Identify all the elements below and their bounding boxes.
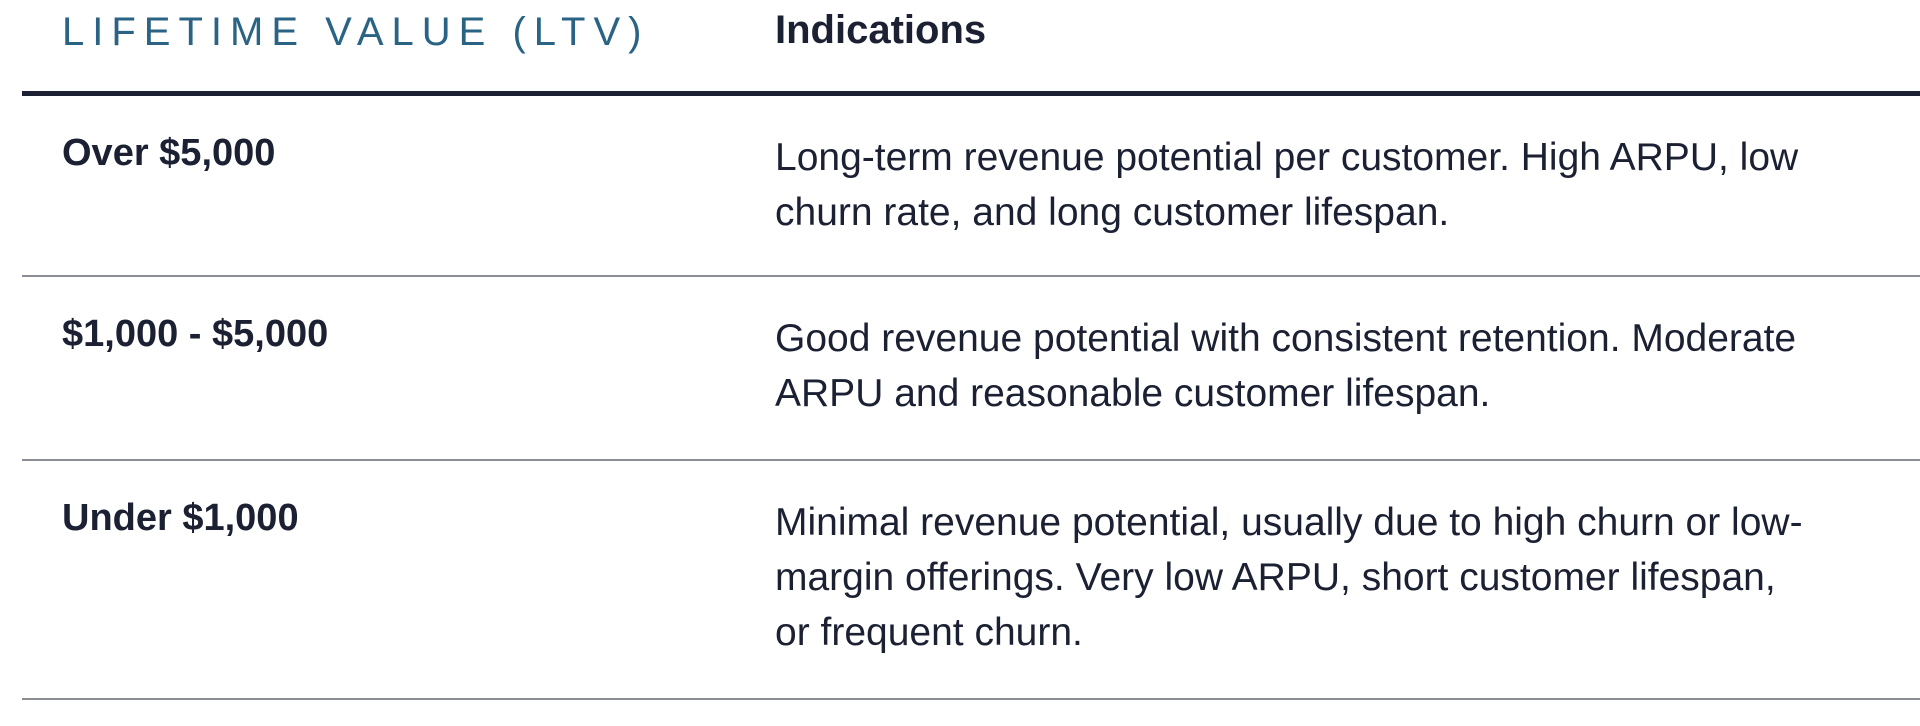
table-row: Over $5,000 Long-term revenue potential … — [22, 96, 1920, 277]
ltv-value-cell: $1,000 - $5,000 — [62, 313, 329, 355]
indications-cell: Long-term revenue potential per customer… — [775, 136, 1799, 234]
table-header: LIFETIME VALUE (LTV) Indications — [22, 0, 1920, 96]
table-row: $1,000 - $5,000 Good revenue potential w… — [22, 277, 1920, 461]
column-header-ltv: LIFETIME VALUE (LTV) — [62, 10, 650, 54]
column-header-indications: Indications — [775, 8, 987, 52]
ltv-table: LIFETIME VALUE (LTV) Indications Over $5… — [22, 0, 1920, 700]
ltv-value-cell: Over $5,000 — [62, 132, 276, 174]
ltv-value-cell: Under $1,000 — [62, 497, 299, 539]
indications-cell: Good revenue potential with consistent r… — [775, 317, 1797, 415]
table-row: Under $1,000 Minimal revenue potential, … — [22, 461, 1920, 700]
indications-cell: Minimal revenue potential, usually due t… — [775, 501, 1803, 654]
